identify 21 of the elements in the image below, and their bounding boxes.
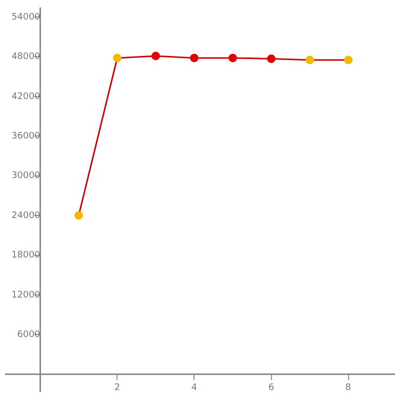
y-tick-label: 30000 xyxy=(12,171,40,182)
point xyxy=(344,56,353,64)
y-tick-label: 6000 xyxy=(17,330,40,340)
x-tick-label: 8 xyxy=(345,383,352,394)
x-tick-label: 2 xyxy=(114,383,120,394)
point xyxy=(74,211,83,220)
point xyxy=(112,54,122,62)
point xyxy=(228,54,237,62)
point xyxy=(306,56,314,64)
y-tick-label: 24000 xyxy=(12,210,40,221)
point xyxy=(267,54,276,63)
y-tick-label: 54000 xyxy=(12,12,40,22)
x-tick-label: 4 xyxy=(191,383,198,394)
point xyxy=(151,52,160,60)
y-tick-label: 36000 xyxy=(12,131,40,142)
y-tick-label: 48000 xyxy=(12,52,40,62)
point xyxy=(190,54,198,62)
y-tick-label: 12000 xyxy=(12,290,40,300)
x-tick-label: 6 xyxy=(268,383,274,394)
y-tick-label: 42000 xyxy=(12,92,40,102)
y-tick-label: 18000 xyxy=(12,250,40,261)
